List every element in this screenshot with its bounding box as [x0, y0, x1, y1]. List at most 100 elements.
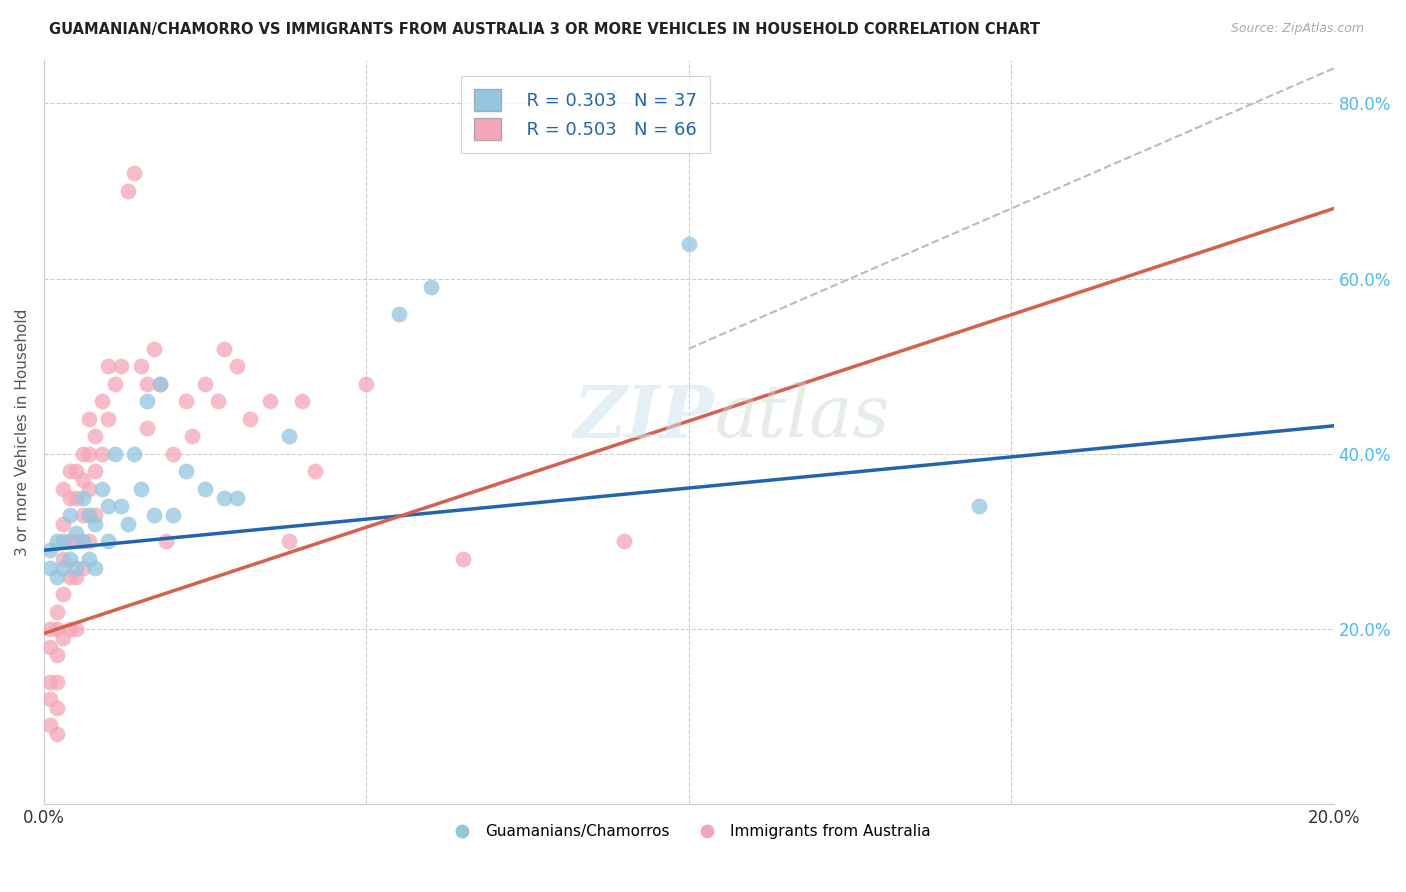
Point: [104, 376, 127, 391]
Point: [214, 491, 236, 505]
Point: [72, 447, 94, 461]
Point: [39, 674, 62, 689]
Y-axis label: 3 or more Vehicles in Household: 3 or more Vehicles in Household: [15, 309, 30, 556]
Point: [136, 420, 159, 434]
Point: [419, 280, 441, 294]
Point: [59, 464, 82, 478]
Point: [104, 447, 127, 461]
Point: [304, 464, 326, 478]
Point: [967, 500, 990, 514]
Point: [39, 560, 62, 574]
Point: [84, 508, 107, 523]
Point: [149, 376, 172, 391]
Point: [72, 534, 94, 549]
Point: [65, 622, 87, 636]
Point: [52, 587, 75, 601]
Point: [77, 447, 100, 461]
Point: [52, 516, 75, 531]
Point: [122, 447, 145, 461]
Point: [226, 359, 249, 374]
Point: [291, 394, 314, 409]
Point: [52, 552, 75, 566]
Legend: Guamanians/Chamorros, Immigrants from Australia: Guamanians/Chamorros, Immigrants from Au…: [440, 818, 936, 845]
Point: [387, 307, 409, 321]
Point: [59, 552, 82, 566]
Point: [181, 429, 204, 443]
Point: [77, 412, 100, 426]
Point: [239, 412, 262, 426]
Point: [207, 394, 229, 409]
Point: [45, 569, 67, 583]
Point: [45, 674, 67, 689]
Point: [65, 560, 87, 574]
Point: [136, 394, 159, 409]
Point: [59, 508, 82, 523]
Point: [39, 640, 62, 654]
Point: [45, 727, 67, 741]
Point: [194, 482, 217, 496]
Point: [129, 359, 152, 374]
Point: [72, 508, 94, 523]
Point: [142, 342, 165, 356]
Point: [77, 508, 100, 523]
Point: [278, 534, 301, 549]
Point: [226, 491, 249, 505]
Point: [52, 534, 75, 549]
Point: [97, 500, 120, 514]
Point: [194, 376, 217, 391]
Point: [59, 534, 82, 549]
Point: [77, 552, 100, 566]
Point: [59, 569, 82, 583]
Point: [162, 447, 184, 461]
Point: [77, 534, 100, 549]
Point: [451, 552, 474, 566]
Point: [65, 525, 87, 540]
Point: [65, 569, 87, 583]
Point: [65, 491, 87, 505]
Text: ZIP: ZIP: [574, 382, 714, 452]
Point: [39, 718, 62, 732]
Point: [129, 482, 152, 496]
Point: [613, 534, 636, 549]
Point: [72, 560, 94, 574]
Point: [59, 622, 82, 636]
Point: [259, 394, 281, 409]
Point: [84, 516, 107, 531]
Point: [77, 482, 100, 496]
Point: [678, 236, 700, 251]
Point: [97, 412, 120, 426]
Point: [45, 622, 67, 636]
Point: [142, 508, 165, 523]
Point: [84, 464, 107, 478]
Point: [174, 394, 197, 409]
Point: [97, 534, 120, 549]
Point: [45, 648, 67, 663]
Point: [45, 605, 67, 619]
Point: [149, 376, 172, 391]
Point: [65, 464, 87, 478]
Point: [117, 516, 139, 531]
Point: [84, 429, 107, 443]
Point: [90, 482, 112, 496]
Point: [45, 701, 67, 715]
Point: [72, 491, 94, 505]
Point: [356, 376, 378, 391]
Point: [39, 622, 62, 636]
Point: [122, 167, 145, 181]
Point: [136, 376, 159, 391]
Point: [65, 534, 87, 549]
Point: [52, 560, 75, 574]
Point: [39, 543, 62, 558]
Point: [52, 631, 75, 645]
Point: [72, 473, 94, 487]
Point: [59, 491, 82, 505]
Text: GUAMANIAN/CHAMORRO VS IMMIGRANTS FROM AUSTRALIA 3 OR MORE VEHICLES IN HOUSEHOLD : GUAMANIAN/CHAMORRO VS IMMIGRANTS FROM AU…: [49, 22, 1040, 37]
Point: [110, 500, 132, 514]
Point: [117, 184, 139, 198]
Point: [174, 464, 197, 478]
Point: [39, 692, 62, 706]
Text: atlas: atlas: [714, 382, 890, 452]
Point: [162, 508, 184, 523]
Point: [84, 560, 107, 574]
Text: Source: ZipAtlas.com: Source: ZipAtlas.com: [1230, 22, 1364, 36]
